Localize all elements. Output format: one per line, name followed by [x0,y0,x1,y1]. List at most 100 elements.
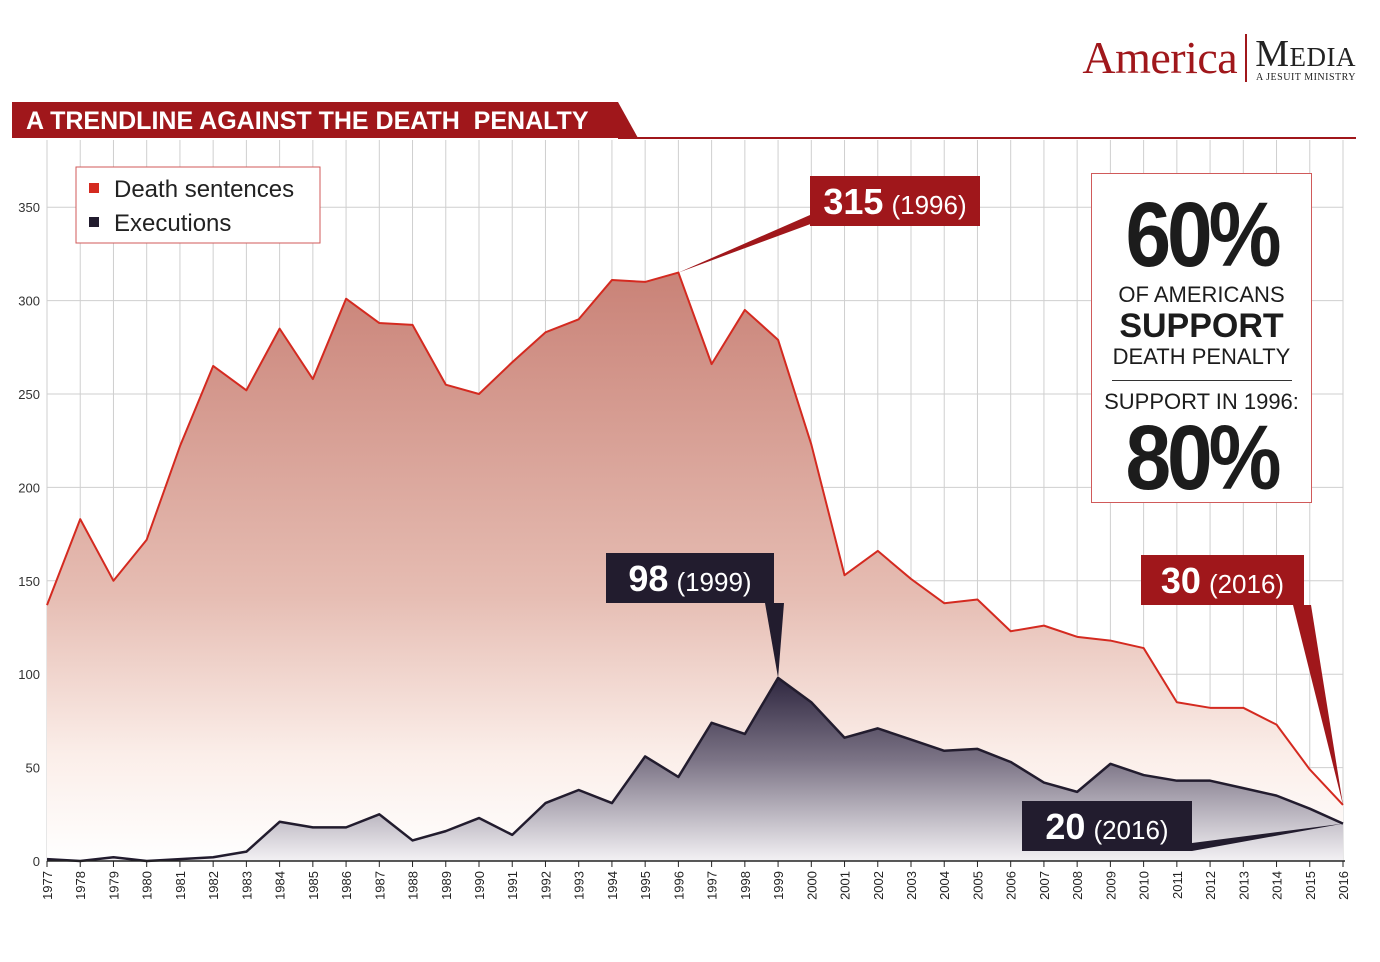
x-tick-label: 1980 [140,871,155,900]
y-tick-label: 250 [18,387,40,402]
x-tick-label: 2014 [1270,871,1285,900]
callout-text: 20 (2016) [1045,806,1168,847]
sentences-point [876,549,880,553]
x-tick-label: 2003 [904,871,919,900]
callout-pointer [1293,605,1343,805]
x-tick-label: 2005 [970,871,985,900]
legend-label-sentences: Death sentences [114,176,294,203]
x-tick-label: 1988 [406,871,421,900]
x-tick-label: 1995 [638,871,653,900]
axes: 0 50 100 150 200 250 300 350 1977 1978 1979 1980 198… [18,200,1351,900]
sentences-point [145,538,149,542]
executions-point [610,801,614,805]
callout-box [1141,555,1304,605]
executions-point [975,747,979,751]
title-banner: A TRENDLINE AGAINST THE DEATH PENALTY [12,102,1356,139]
sentences-point [510,360,514,364]
x-tick-label: 2008 [1070,871,1085,900]
legend-label-executions: Executions [114,210,231,237]
executions-point [244,850,248,854]
executions-point [876,726,880,730]
executions-point [510,833,514,837]
callout-pointer [1192,823,1343,851]
y-tick-label: 200 [18,480,40,495]
callout-pointer [765,603,784,678]
sentences-point [843,573,847,577]
support-line-americans: OF AMERICANS [1118,282,1285,307]
callout-1996-sentences: 315 (1996) [678,176,980,273]
sentences-point [1241,706,1245,710]
sentences-point [477,392,481,396]
executions-point [643,754,647,758]
sentences-point [1009,629,1013,633]
y-tick-label: 350 [18,200,40,215]
executions-point [577,788,581,792]
sentences-point [1108,639,1112,643]
chart-title: A TRENDLINE AGAINST THE DEATH PENALTY [26,107,589,135]
x-tick-label: 2002 [871,871,886,900]
sentences-line [46,271,1344,806]
stat-divider [1111,380,1292,381]
x-tick-label: 1987 [372,871,387,900]
x-tick-label: 1982 [206,871,221,900]
x-tick-label: 2013 [1236,871,1251,900]
sentences-point [178,444,182,448]
callout-2016-sentences: 30 (2016) [1141,555,1343,805]
callout-year: (1996) [891,190,966,220]
support-line-penalty: DEATH PENALTY [1112,344,1291,369]
x-tick-label: 1993 [572,871,587,900]
sentences-point [244,388,248,392]
brand-subtitle: A JESUIT MINISTRY [1256,72,1356,83]
callout-text: 315 (1996) [823,181,966,222]
callout-box [810,176,980,226]
x-tick-label: 2012 [1203,871,1218,900]
x-tick-label: 1979 [106,871,121,900]
executions-point [676,775,680,779]
x-tick-label: 1985 [306,871,321,900]
executions-point [1175,779,1179,783]
sentences-point [809,442,813,446]
executions-point [211,855,215,859]
x-tick-label: 1986 [339,871,354,900]
callout-text: 98 (1999) [628,558,751,599]
sentences-point [543,330,547,334]
executions-point [1108,762,1112,766]
brand-media: Media [1255,33,1356,75]
x-tick-label: 2009 [1103,871,1118,900]
executions-point [1042,781,1046,785]
x-tick-label: 1978 [73,871,88,900]
x-tick-label: 1998 [738,871,753,900]
title-banner-bg [12,102,638,138]
executions-point [278,820,282,824]
x-tick-label: 1991 [505,871,520,900]
executions-point [1075,790,1079,794]
sentences-point [211,364,215,368]
x-tick-label: 1989 [439,871,454,900]
sentences-point [610,278,614,282]
sentences-point [743,308,747,312]
x-tick-label: 1999 [771,871,786,900]
x-tick-label: 2016 [1336,871,1351,900]
sentences-point [643,280,647,284]
executions-point [1241,786,1245,790]
sentences-point [975,597,979,601]
sentences-point [942,601,946,605]
callout-box [606,553,774,603]
x-tick-label: 1990 [472,871,487,900]
callout-year: (2016) [1209,569,1284,599]
sentences-point [1275,723,1279,727]
sentences-point [278,327,282,331]
callout-value: 98 [628,558,668,599]
x-tick-label: 2011 [1170,871,1185,899]
support-percent-1996: 80% [1125,407,1281,510]
callout-text: 30 (2016) [1161,560,1284,601]
x-tick-label: 2010 [1137,871,1152,900]
callout-year: (1999) [676,567,751,597]
sentences-point [1142,646,1146,650]
x-tick-label: 2007 [1037,871,1052,900]
brand-name: America [1082,34,1248,82]
sentences-point [1308,767,1312,771]
callout-1999-executions: 98 (1999) [606,553,784,678]
callouts: 315 (1996) 98 (1999) 30 (2016) 20 (2016) [606,176,1343,851]
